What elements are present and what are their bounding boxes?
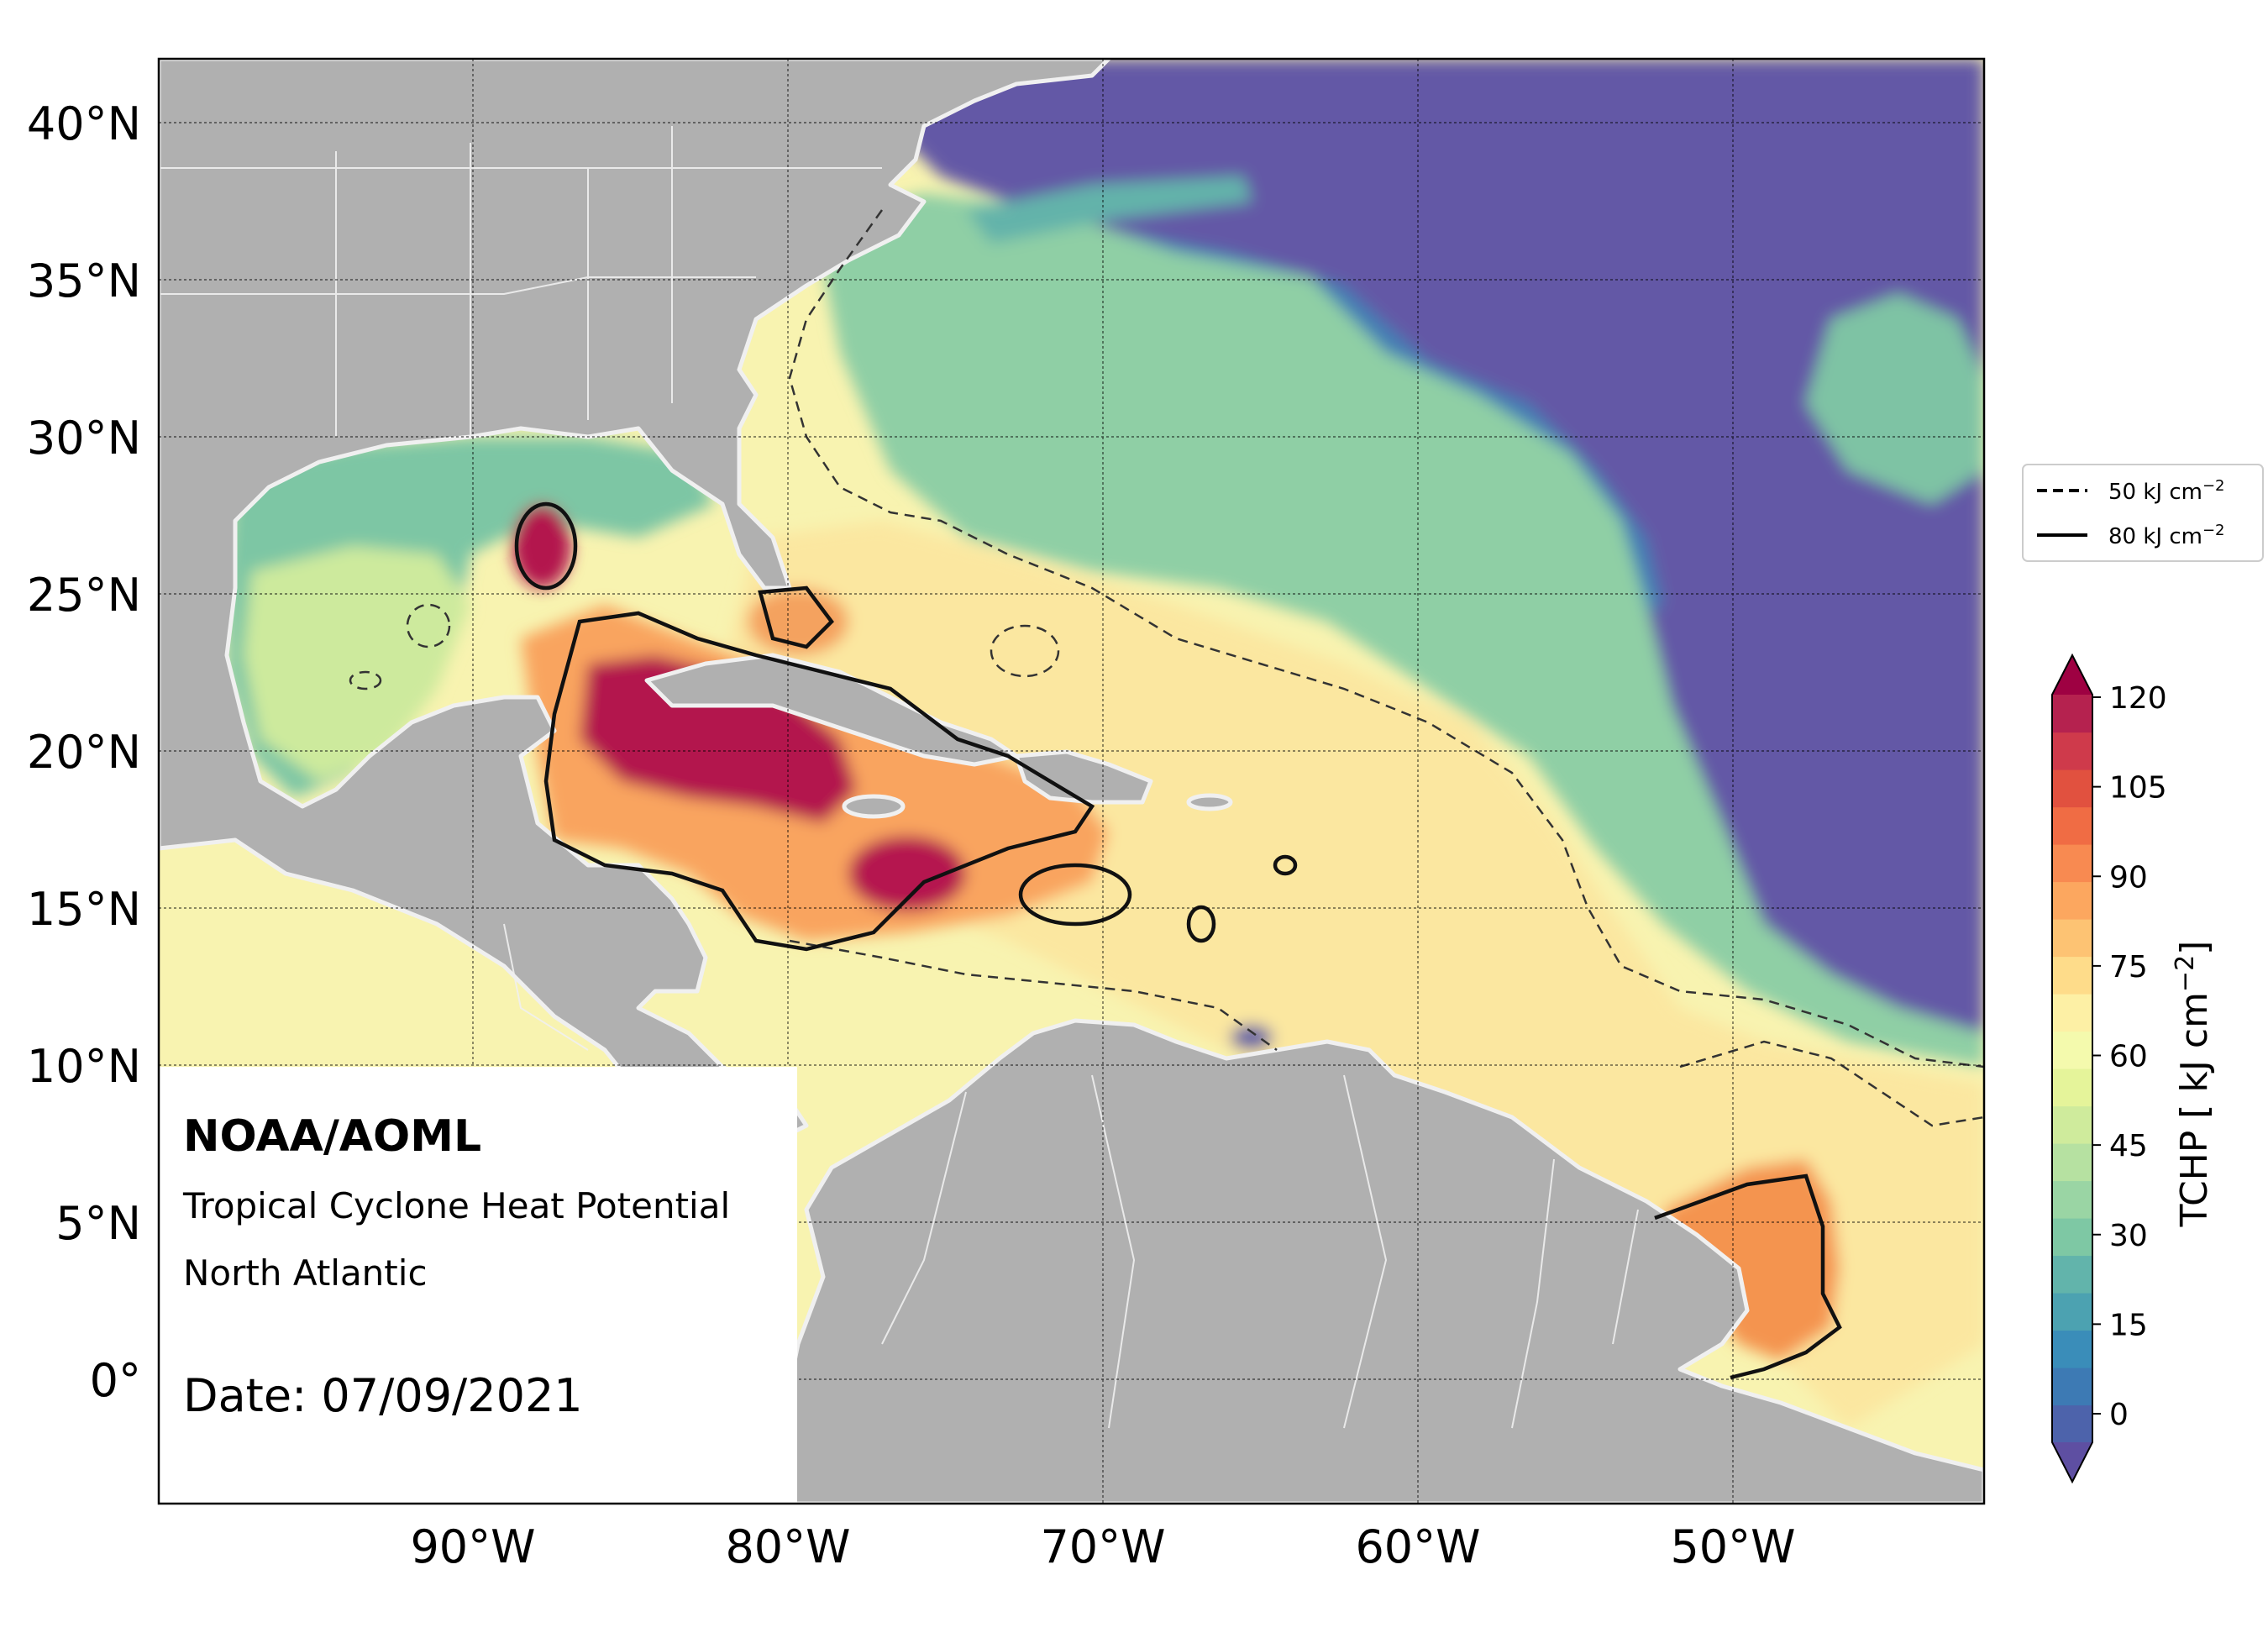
colorbar-min-extension: [2052, 1442, 2092, 1482]
colorbar-ticks: 120 105 90 75 60 45 30 15 0: [2092, 681, 2167, 1432]
colorbar-tick-label: 75: [2109, 950, 2148, 984]
colorbar-outline: [2051, 653, 2093, 1484]
colorbar-band: [2052, 1105, 2092, 1144]
contour-50: [349, 209, 1984, 1127]
map-frame: [157, 57, 1986, 1505]
hispaniola-land: [1014, 749, 1153, 805]
lon-label: 90°W: [410, 1520, 535, 1573]
colorbar-band: [2052, 769, 2092, 808]
colorbar-band: [2052, 695, 2092, 733]
lon-label: 60°W: [1355, 1520, 1480, 1573]
colorbar-band: [2052, 806, 2092, 845]
colorbar-band: [2052, 1031, 2092, 1069]
legend-item-80: 80 kJ cm−2: [2108, 522, 2225, 549]
lat-label: 0°: [90, 1354, 141, 1407]
lat-label: 5°N: [55, 1197, 141, 1250]
lon-label: 80°W: [725, 1520, 850, 1573]
colorbar-tick-label: 90: [2109, 860, 2148, 895]
lat-label: 20°N: [27, 726, 141, 779]
colorbar-band: [2052, 881, 2092, 920]
colorbar-band: [2052, 1330, 2092, 1368]
land-masses: [159, 59, 1984, 1504]
legend-box: [2022, 464, 2264, 562]
colorbar-tick-label: 45: [2109, 1129, 2148, 1163]
caribbean-hot-spot: [848, 836, 966, 911]
latitude-labels: 40°N 35°N 30°N 25°N 20°N 15°N 10°N 5°N 0…: [27, 97, 141, 1407]
gulf-stream-streak: [966, 176, 1252, 244]
puerto-rico-land: [1186, 793, 1233, 811]
colorbar-tick-label: 105: [2109, 771, 2167, 806]
colorbar-band: [2052, 1143, 2092, 1182]
info-box: [159, 1067, 797, 1504]
lat-label: 15°N: [27, 883, 141, 936]
lat-label: 35°N: [27, 255, 141, 307]
colorbar-band: [2052, 1293, 2092, 1331]
east-green-patch: [1806, 294, 1984, 504]
cuba-land: [644, 653, 1019, 767]
colorbar-band: [2052, 1255, 2092, 1294]
legend-item-50: 50 kJ cm−2: [2108, 477, 2225, 505]
product-label: Tropical Cyclone Heat Potential: [182, 1185, 730, 1226]
lon-label: 50°W: [1670, 1520, 1795, 1573]
colorbar-band: [2052, 732, 2092, 770]
contour-legend: 50 kJ cm−2 80 kJ cm−2: [2022, 464, 2264, 562]
longitude-labels: 90°W 80°W 70°W 60°W 50°W: [410, 1520, 1795, 1573]
organization-label: NOAA/AOML: [183, 1111, 481, 1162]
colorbar-tick-label: 15: [2109, 1308, 2148, 1342]
lon-label: 70°W: [1040, 1520, 1165, 1573]
subtropical-warm-region: [731, 521, 1984, 1428]
colorbar-max-extension: [2052, 655, 2092, 695]
colorbar-tick-label: 120: [2109, 681, 2167, 716]
region-label: North Atlantic: [183, 1252, 428, 1294]
lat-label: 10°N: [27, 1040, 141, 1093]
colorbar-tick-label: 0: [2109, 1398, 2129, 1432]
green-band-region: [823, 193, 1984, 1067]
colorbar-band: [2052, 1404, 2092, 1443]
colorbar-band: [2052, 1180, 2092, 1219]
tchp-field: [227, 59, 1984, 1428]
loop-current-hot-spot: [512, 504, 571, 588]
colorbar-band: [2052, 844, 2092, 883]
colorbar-band: [2052, 1218, 2092, 1257]
colorbar-tick-label: 60: [2109, 1040, 2148, 1074]
south-america-land: [753, 1018, 1984, 1504]
colorbar-band: [2052, 956, 2092, 995]
colorbar-bands: [2052, 655, 2092, 1482]
venezuela-cool-spot: [1231, 1025, 1273, 1050]
colorbar-title: TCHP [ kJ cm−2]: [2171, 941, 2216, 1228]
colorbar-band: [2052, 1368, 2092, 1406]
interior-borders: [159, 126, 1639, 1429]
lat-label: 30°N: [27, 412, 141, 465]
colorbar-band: [2052, 994, 2092, 1032]
map-area: [159, 59, 1984, 1504]
gulf-yellow-green-region: [244, 546, 470, 781]
amazon-warm-region: [1663, 1159, 1840, 1361]
colorbar-band: [2052, 1068, 2092, 1107]
colorbar-tick-label: 30: [2109, 1219, 2148, 1253]
colorbar-band: [2052, 919, 2092, 958]
lat-label: 40°N: [27, 97, 141, 150]
date-label: Date: 07/09/2021: [183, 1369, 583, 1422]
contour-80: [514, 501, 1842, 1380]
lat-label: 25°N: [27, 569, 141, 622]
jamaica-land: [842, 794, 906, 819]
colorbar: 120 105 90 75 60 45 30 15 0 TCHP [ kJ cm−2]: [2051, 653, 2216, 1484]
